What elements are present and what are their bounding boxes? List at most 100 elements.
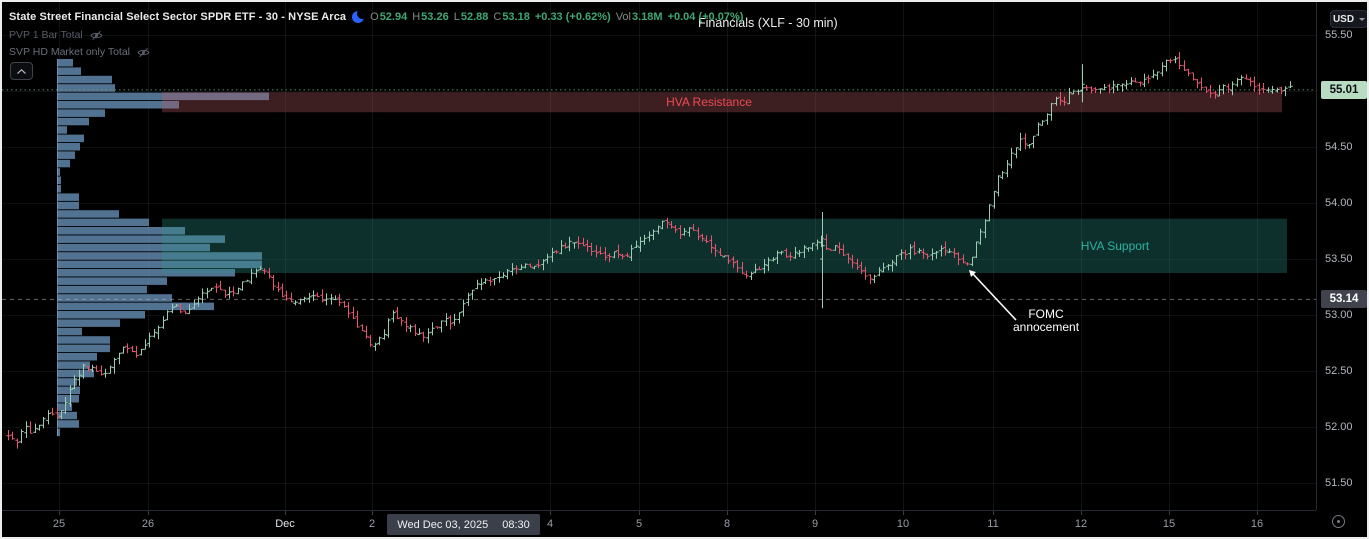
price-tick-label: 53.00 bbox=[1325, 309, 1353, 321]
up-price-bars bbox=[19, 56, 1293, 444]
volume-profile-bar bbox=[57, 319, 120, 327]
volume-profile-bar bbox=[57, 243, 210, 252]
volume-profile-bar bbox=[57, 344, 110, 353]
volume-profile-bar bbox=[57, 336, 110, 344]
eye-hidden-icon[interactable] bbox=[137, 47, 150, 58]
time-tick-label: 8 bbox=[723, 518, 731, 530]
time-tick-mark bbox=[1169, 511, 1170, 515]
currency-toggle-button[interactable]: USD bbox=[1330, 10, 1367, 28]
indicator-svp-title: SVP HD Market only Total bbox=[9, 46, 130, 58]
volume-profile-bar bbox=[57, 143, 80, 151]
time-tick-label: 4 bbox=[546, 518, 554, 530]
volume-profile-bar bbox=[57, 109, 105, 117]
time-tick-mark bbox=[815, 511, 816, 515]
hva-support-zone[interactable] bbox=[162, 218, 1287, 273]
chevron-up-icon bbox=[17, 68, 26, 74]
crosshair-price-badge: 53.14 bbox=[1321, 290, 1367, 309]
resistance-zone-label[interactable]: HVA Resistance bbox=[666, 95, 752, 110]
crosshair-date: Wed Dec 03, 2025 bbox=[397, 518, 489, 531]
last-price-badge: 55.01 bbox=[1321, 80, 1367, 99]
time-tick-mark bbox=[550, 511, 551, 515]
axis-settings-icon[interactable] bbox=[1332, 515, 1345, 528]
time-tick-label: 5 bbox=[635, 518, 643, 530]
fomc-annotation-text[interactable]: FOMC annocement bbox=[1013, 308, 1079, 334]
eye-hidden-icon[interactable] bbox=[90, 30, 103, 41]
volume-profile-bar bbox=[57, 92, 269, 101]
time-tick-mark bbox=[1257, 511, 1258, 515]
open-value: 52.94 bbox=[379, 10, 408, 23]
price-tick-label: 52.00 bbox=[1325, 421, 1353, 433]
volume-profile-bar bbox=[57, 311, 145, 319]
hva-resistance-zone[interactable] bbox=[162, 92, 1282, 113]
volume-profile-bar bbox=[57, 285, 147, 294]
symbol-title[interactable]: State Street Financial Select Sector SPD… bbox=[9, 10, 347, 23]
chevron-down-icon bbox=[1359, 17, 1366, 21]
volume-profile-bar bbox=[57, 411, 77, 420]
time-tick-mark bbox=[59, 511, 60, 515]
low-label: L bbox=[453, 10, 460, 23]
volume-profile-bar bbox=[57, 361, 90, 369]
time-tick-label: 2 bbox=[368, 518, 376, 530]
time-tick-label: 26 bbox=[141, 518, 155, 530]
volume-profile-bar bbox=[57, 75, 112, 84]
crosshair-date-badge: Wed Dec 03, 2025 08:30 bbox=[387, 514, 540, 535]
volume-profile-bar bbox=[57, 84, 115, 92]
volume-profile-bar bbox=[57, 294, 172, 302]
high-value: 53.26 bbox=[421, 10, 449, 23]
currency-label: USD bbox=[1332, 13, 1355, 25]
close-label: C bbox=[493, 10, 502, 23]
volume-profile-bar bbox=[57, 260, 262, 269]
volume-profile-bar bbox=[57, 378, 77, 386]
legend-collapse-button[interactable] bbox=[10, 62, 33, 80]
indicator-row-pvp[interactable]: PVP 1 Bar Total bbox=[9, 29, 103, 41]
volume-profile-bar bbox=[57, 327, 82, 336]
time-tick-label: 9 bbox=[811, 518, 819, 530]
price-tick-label: 52.50 bbox=[1325, 365, 1353, 377]
price-tick-label: 51.50 bbox=[1325, 477, 1353, 489]
close-value: 53.18 bbox=[502, 10, 530, 23]
volume-profile-bar bbox=[57, 117, 89, 126]
price-axis[interactable]: 55.01 53.14 55.50 54.50 54.00 53.50 53.00 52.… bbox=[1316, 2, 1367, 510]
time-axis[interactable]: Wed Dec 03, 2025 08:30 25 26 Dec 2 4 5 8 9 10 11 1… bbox=[2, 510, 1316, 537]
time-tick-mark bbox=[727, 511, 728, 515]
volume-profile-bar bbox=[57, 235, 225, 243]
low-value: 52.88 bbox=[460, 10, 489, 23]
time-tick-mark bbox=[993, 511, 994, 515]
volume-profile-bar bbox=[57, 185, 61, 193]
ohlc-readout: O52.94 H53.26 L52.88 C53.18 +0.33 (+0.62… bbox=[370, 11, 743, 23]
time-tick-mark bbox=[639, 511, 640, 515]
volume-profile-bar bbox=[57, 302, 214, 311]
price-tick-label: 55.50 bbox=[1325, 29, 1353, 41]
time-tick-label: 15 bbox=[1162, 518, 1176, 530]
time-tick-mark bbox=[372, 511, 373, 515]
time-tick-label: 12 bbox=[1074, 518, 1088, 530]
time-tick-label: 11 bbox=[987, 518, 999, 530]
volume-profile-bar bbox=[57, 269, 235, 277]
open-label: O bbox=[370, 10, 379, 23]
volume-profile-bar bbox=[57, 201, 79, 210]
volume-profile-bar bbox=[57, 67, 81, 75]
volume-profile-bar bbox=[57, 159, 70, 168]
volume-profile-bar bbox=[57, 227, 185, 235]
volume-profile-bar bbox=[57, 353, 97, 361]
time-tick-mark bbox=[903, 511, 904, 515]
chart-text-note[interactable]: Financials (XLF - 30 min) bbox=[698, 16, 838, 30]
fomc-annotation-line1: FOMC bbox=[1028, 307, 1064, 321]
symbol-legend: State Street Financial Select Sector SPD… bbox=[9, 9, 743, 24]
volume-profile-bar bbox=[57, 386, 80, 395]
time-tick-label: 10 bbox=[896, 518, 910, 530]
volume-profile-bar bbox=[57, 369, 94, 378]
volume-value: 3.18M bbox=[631, 10, 663, 23]
high-label: H bbox=[412, 10, 421, 23]
volume-profile-bar bbox=[57, 403, 72, 411]
indicator-row-svp[interactable]: SVP HD Market only Total bbox=[9, 46, 150, 58]
volume-profile-bar bbox=[57, 126, 67, 134]
volume-profile-bar bbox=[57, 428, 60, 437]
down-price-bars bbox=[6, 52, 1284, 449]
market-closed-moon-icon bbox=[352, 10, 365, 23]
volume-profile-bar bbox=[57, 151, 75, 159]
support-zone-label[interactable]: HVA Support bbox=[1080, 238, 1150, 253]
fomc-annotation-line2: annocement bbox=[1012, 320, 1080, 334]
